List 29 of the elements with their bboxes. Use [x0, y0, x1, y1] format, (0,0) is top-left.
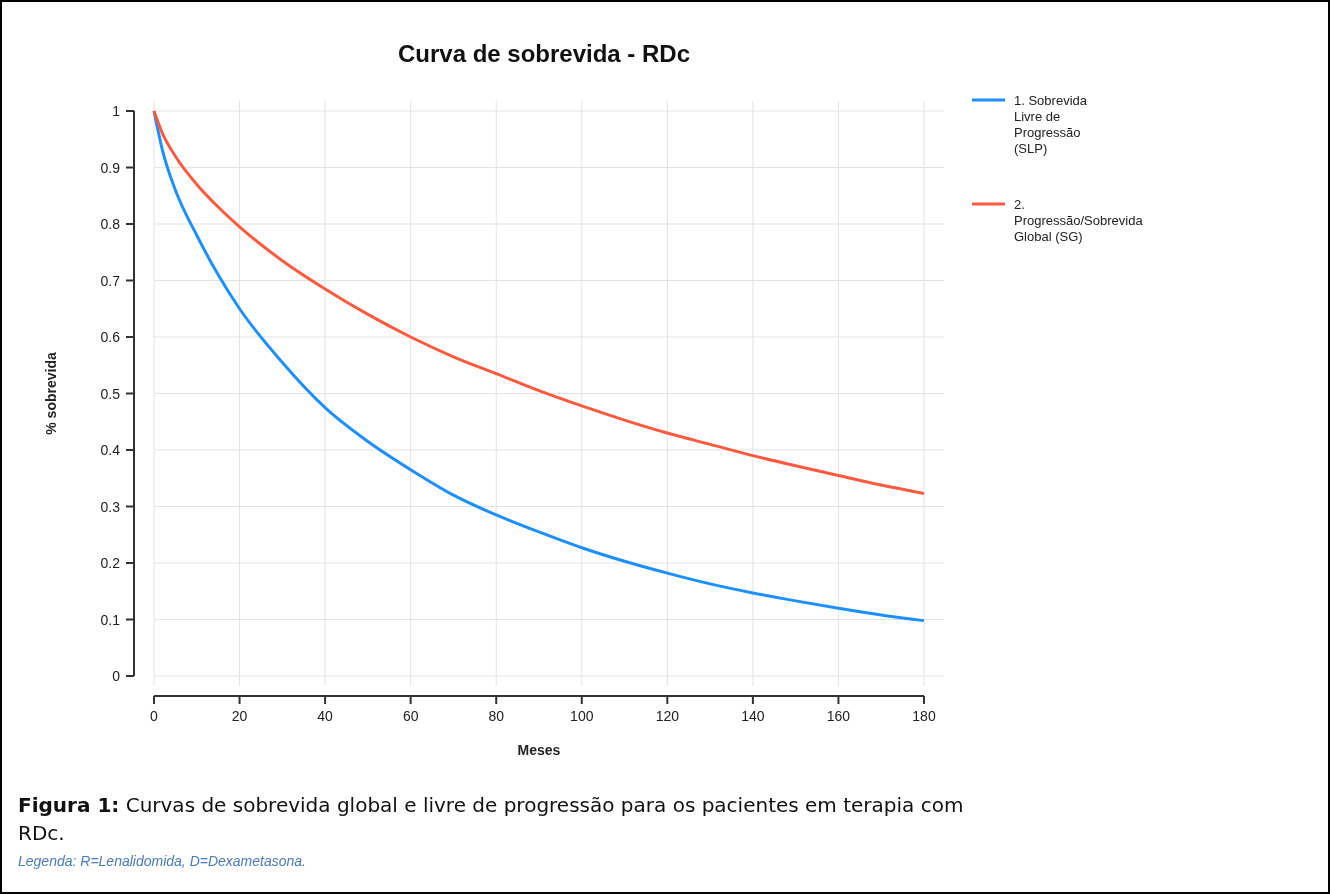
y-tick-label: 0.3 [100, 498, 121, 515]
chart-title: Curva de sobrevida - RDc [397, 40, 691, 67]
y-tick-label: 0 [112, 668, 121, 684]
y-tick-label: 0.2 [100, 555, 121, 571]
legend-label: 1. Sobrevida Livre de Progressão (SLP) [1014, 93, 1088, 156]
y-tick-label: 0.4 [100, 442, 121, 458]
x-tick-label: 0 [150, 708, 159, 724]
x-tick-label: 60 [402, 708, 419, 724]
x-tick-label: 80 [488, 708, 505, 724]
x-tick-label: 100 [570, 708, 594, 724]
x-tick-label: 160 [826, 708, 851, 724]
x-axis-title: Meses [517, 742, 561, 758]
legend-label: 2. Progressão/Sobrevida Global (SG) [1014, 197, 1144, 244]
x-tick-label: 140 [741, 708, 765, 724]
line-series [152, 109, 926, 496]
y-tick-label: 0.9 [100, 159, 121, 176]
y-tick-label: 0.7 [100, 272, 121, 289]
x-tick-label: 180 [912, 708, 936, 724]
text: Figura 1: Curvas de sobrevida global e livre de progressão para os pacientes em terapia com RDc. [18, 793, 964, 845]
y-tick-label: 0.1 [100, 611, 121, 628]
x-tick-label: 120 [655, 708, 680, 724]
y-tick-label: 1 [112, 103, 121, 119]
text: Legenda: R=Lenalidomida, D=Dexametasona. [18, 853, 306, 869]
y-tick-label: 0.8 [100, 216, 121, 232]
y-axis-title: % sobrevida [43, 352, 59, 435]
y-tick-label: 0.5 [100, 385, 121, 402]
y-tick-label: 0.6 [100, 329, 121, 345]
x-tick-label: 40 [317, 708, 334, 724]
x-tick-label: 20 [231, 708, 248, 724]
